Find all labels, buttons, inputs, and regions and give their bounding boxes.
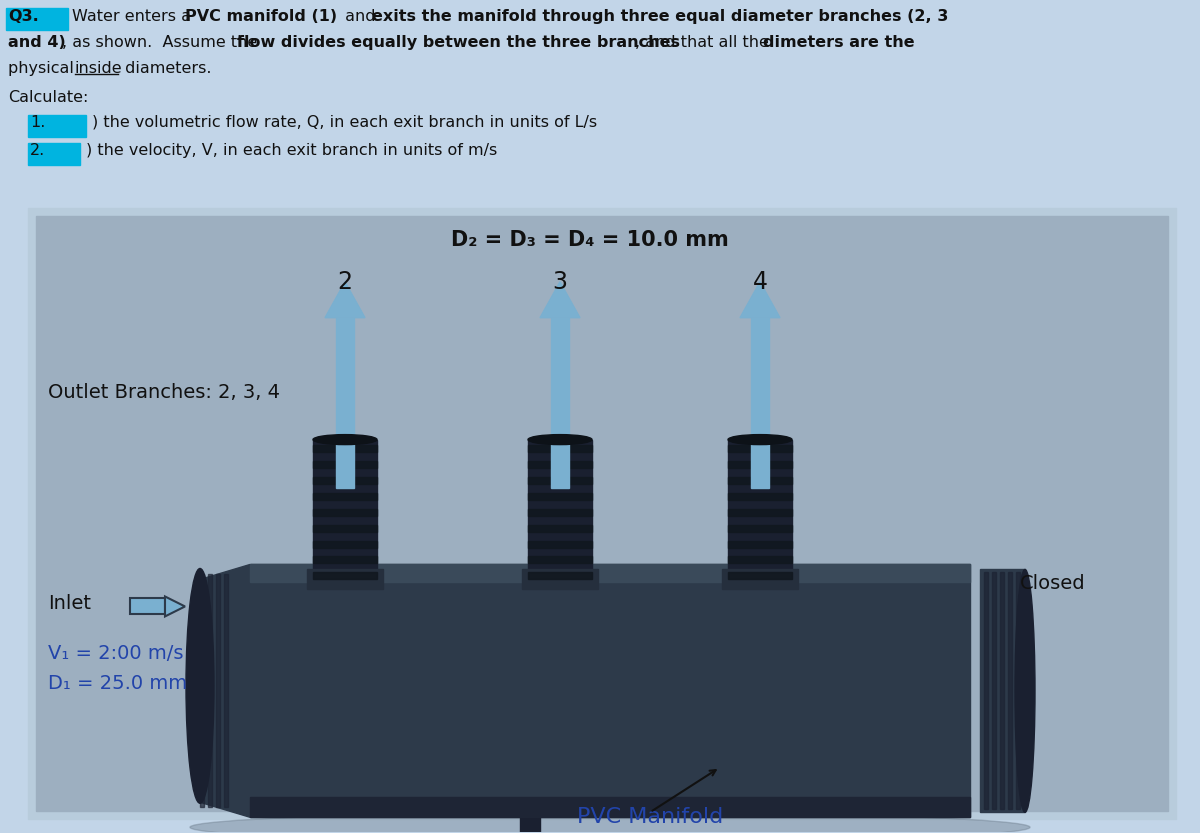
Bar: [528, 541, 592, 547]
Bar: [28, 143, 80, 165]
Text: D₂ = D₃ = D₄ = 10.0 mm: D₂ = D₃ = D₄ = 10.0 mm: [451, 230, 728, 250]
Bar: [728, 508, 792, 516]
Text: physical: physical: [8, 61, 79, 76]
Polygon shape: [740, 282, 780, 317]
Text: , as shown.  Assume the: , as shown. Assume the: [62, 35, 263, 50]
Text: 2.: 2.: [30, 143, 46, 158]
Ellipse shape: [728, 435, 792, 445]
Bar: [216, 575, 220, 807]
Polygon shape: [540, 282, 580, 317]
Bar: [1008, 572, 1012, 810]
Text: and 4): and 4): [8, 35, 66, 50]
Text: PVC manifold (1): PVC manifold (1): [185, 9, 337, 24]
Text: and: and: [340, 9, 380, 24]
Bar: [728, 541, 792, 547]
Text: 3: 3: [552, 270, 568, 294]
Bar: [336, 317, 354, 487]
Bar: [130, 598, 166, 615]
Bar: [250, 565, 970, 582]
Bar: [551, 317, 569, 487]
Bar: [728, 445, 792, 451]
Text: Water enters a: Water enters a: [72, 9, 196, 24]
Bar: [528, 556, 592, 563]
Bar: [313, 440, 377, 585]
Polygon shape: [166, 596, 185, 616]
Bar: [6, 8, 68, 30]
Bar: [313, 556, 377, 563]
Bar: [728, 525, 792, 531]
Bar: [728, 556, 792, 563]
Bar: [28, 115, 86, 137]
Bar: [728, 572, 792, 580]
Bar: [520, 812, 540, 833]
Text: ) the velocity, V, in each exit branch in units of m/s: ) the velocity, V, in each exit branch i…: [86, 143, 497, 158]
Bar: [313, 461, 377, 467]
Text: dimeters are the: dimeters are the: [763, 35, 914, 50]
Bar: [313, 508, 377, 516]
Bar: [1016, 572, 1020, 810]
Bar: [250, 565, 970, 817]
Text: Calculate:: Calculate:: [8, 90, 89, 105]
Bar: [528, 461, 592, 467]
Bar: [200, 575, 204, 807]
Bar: [728, 461, 792, 467]
Text: PVC Manifold: PVC Manifold: [577, 807, 724, 827]
Bar: [528, 440, 592, 585]
Bar: [528, 508, 592, 516]
Ellipse shape: [190, 812, 1030, 833]
Bar: [722, 570, 798, 590]
Bar: [307, 570, 383, 590]
Ellipse shape: [528, 435, 592, 445]
Bar: [528, 525, 592, 531]
Text: Outlet Branches: 2, 3, 4: Outlet Branches: 2, 3, 4: [48, 383, 280, 402]
Bar: [528, 476, 592, 484]
Bar: [751, 317, 769, 487]
Ellipse shape: [313, 435, 377, 445]
Polygon shape: [325, 282, 365, 317]
Bar: [980, 570, 1025, 812]
Bar: [313, 572, 377, 580]
Bar: [984, 572, 988, 810]
Bar: [1000, 572, 1004, 810]
Bar: [224, 575, 228, 807]
Bar: [250, 797, 970, 817]
Polygon shape: [200, 565, 250, 817]
Bar: [528, 445, 592, 451]
Bar: [528, 492, 592, 500]
Text: 4: 4: [752, 270, 768, 294]
Ellipse shape: [186, 568, 214, 803]
Bar: [36, 216, 1168, 811]
Bar: [528, 572, 592, 580]
Bar: [28, 207, 1176, 820]
Text: 2: 2: [337, 270, 353, 294]
Bar: [313, 476, 377, 484]
Text: flow divides equally between the three branches: flow divides equally between the three b…: [238, 35, 680, 50]
Bar: [208, 575, 212, 807]
Bar: [728, 476, 792, 484]
Bar: [728, 440, 792, 585]
Bar: [313, 541, 377, 547]
Text: D₁ = 25.0 mm: D₁ = 25.0 mm: [48, 675, 187, 693]
Text: inside: inside: [74, 61, 122, 76]
Text: V₁ = 2:00 m/s: V₁ = 2:00 m/s: [48, 645, 184, 663]
Text: Inlet: Inlet: [48, 595, 91, 613]
Text: exits the manifold through three equal diameter branches (2, 3: exits the manifold through three equal d…: [372, 9, 948, 24]
Bar: [728, 492, 792, 500]
Bar: [522, 570, 598, 590]
Bar: [313, 445, 377, 451]
Bar: [313, 525, 377, 531]
Text: , and that all the: , and that all the: [635, 35, 774, 50]
Ellipse shape: [1015, 570, 1034, 812]
Text: diameters.: diameters.: [120, 61, 211, 76]
Text: Q3.: Q3.: [8, 9, 38, 24]
Bar: [313, 492, 377, 500]
Text: Closed: Closed: [1020, 575, 1086, 593]
Text: 1.: 1.: [30, 115, 46, 130]
Bar: [992, 572, 996, 810]
Text: ) the volumetric flow rate, Q, in each exit branch in units of L/s: ) the volumetric flow rate, Q, in each e…: [92, 115, 598, 130]
